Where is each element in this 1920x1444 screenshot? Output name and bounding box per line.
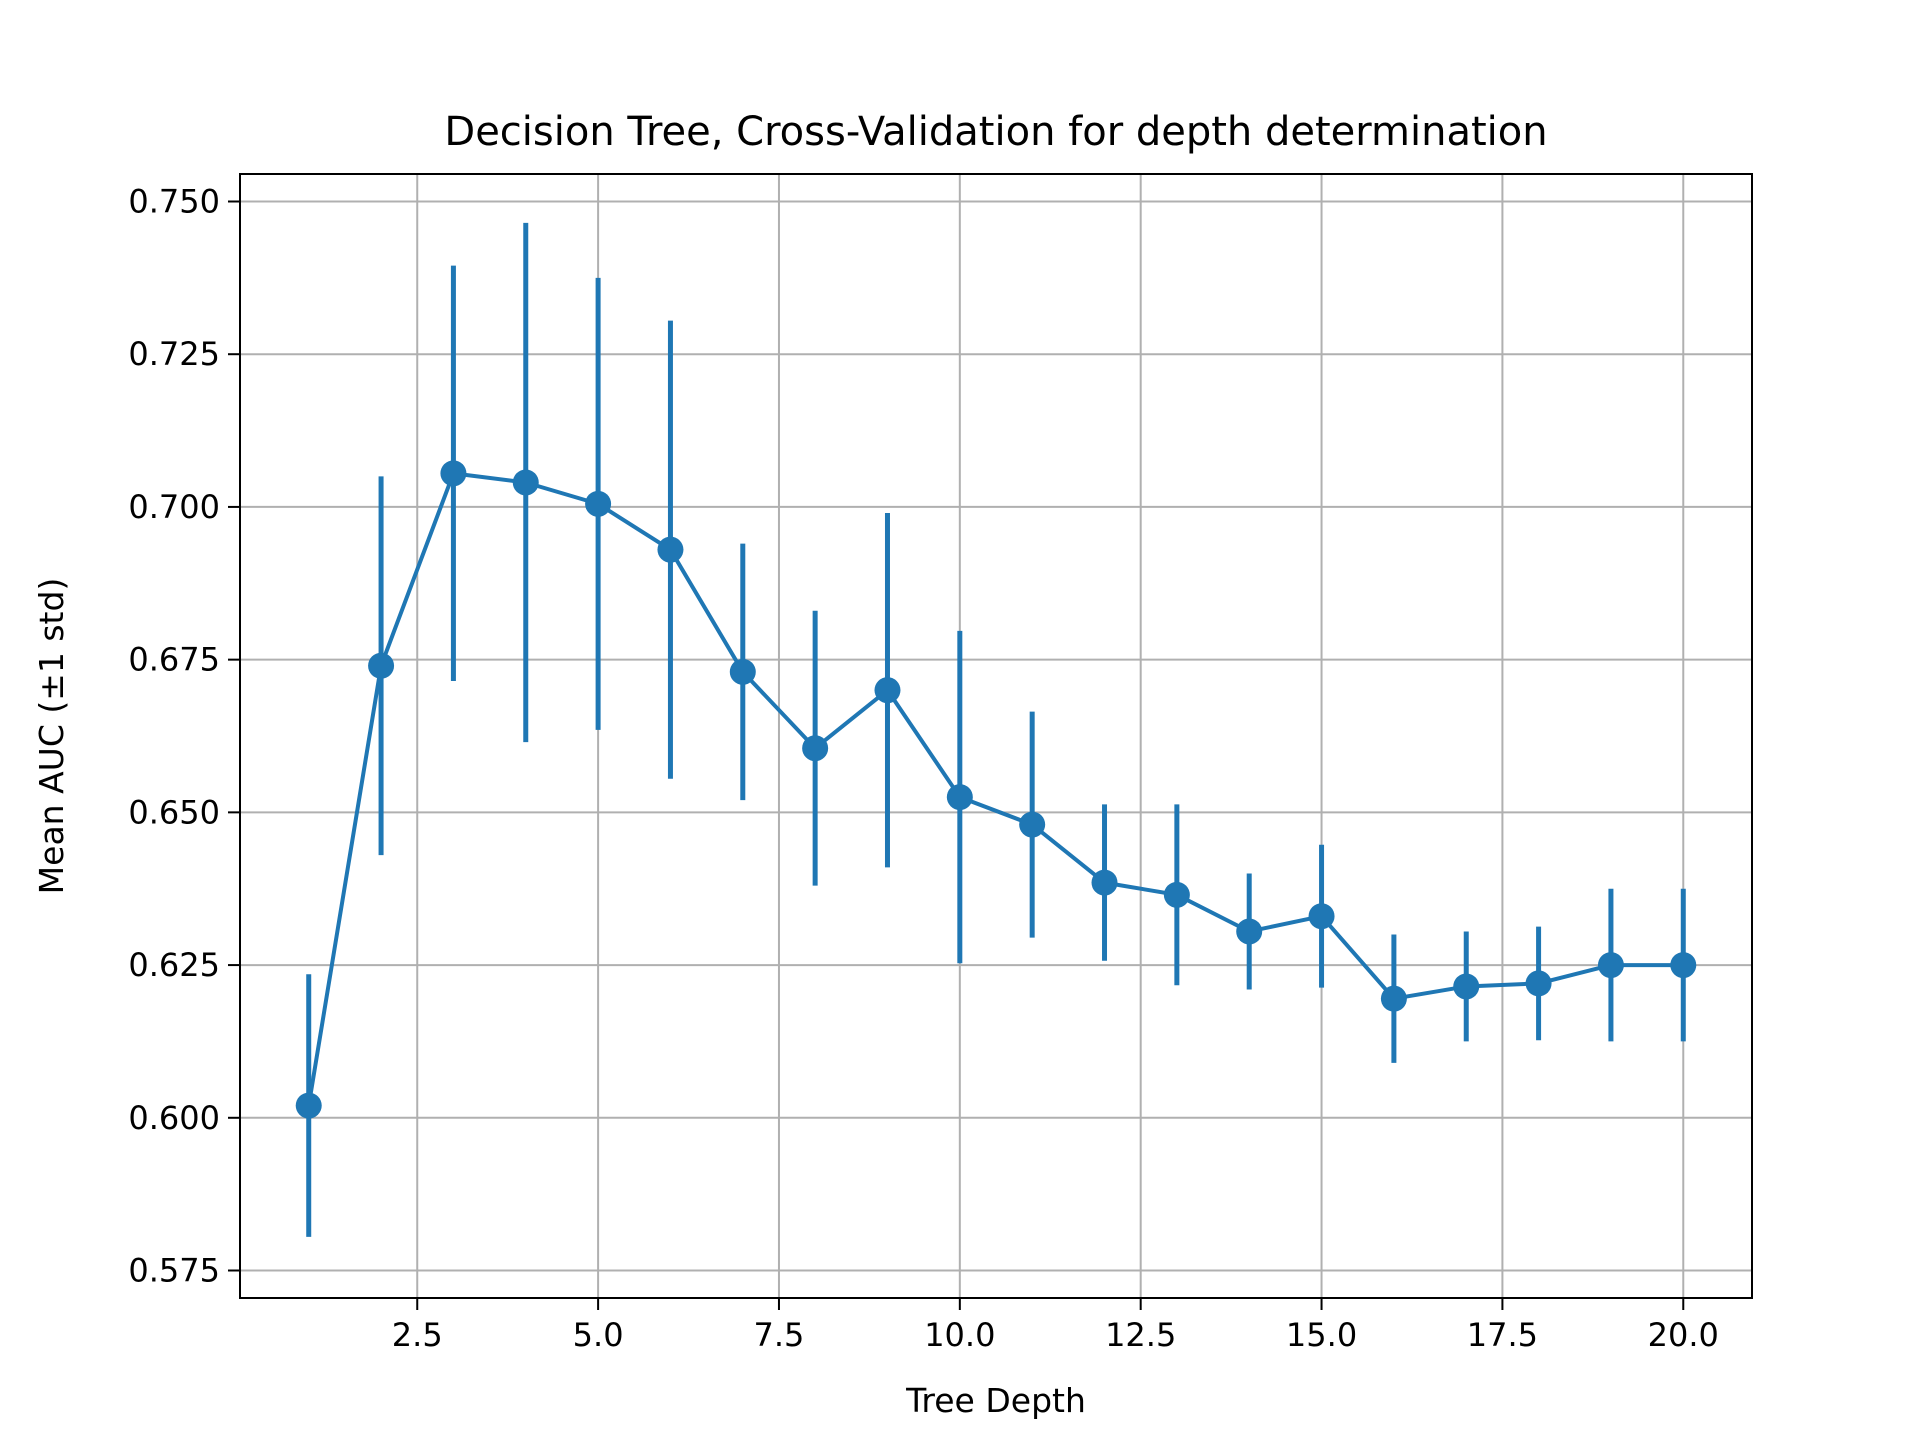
x-axis-label: Tree Depth [905,1381,1086,1420]
x-tick-label: 10.0 [924,1316,995,1354]
data-point [295,1092,322,1119]
data-point [1236,918,1263,945]
data-point [874,677,901,704]
y-tick-label: 0.650 [128,793,220,831]
data-point [512,469,539,496]
data-point [368,652,395,679]
y-axis-label: Mean AUC (±1 std) [32,578,71,895]
y-tick-label: 0.700 [128,488,220,526]
data-point [1670,952,1697,979]
data-point [1453,973,1480,1000]
x-tick-label: 12.5 [1105,1316,1176,1354]
chart-title: Decision Tree, Cross-Validation for dept… [444,109,1547,155]
data-point [1525,970,1552,997]
y-tick-label: 0.675 [128,641,220,679]
data-point [585,490,612,517]
data-point [802,735,829,762]
y-tick-label: 0.725 [128,335,220,373]
grid-layer [240,174,1752,1298]
data-layer [295,222,1697,1237]
data-point [1091,869,1118,896]
data-point [440,460,467,487]
data-point [946,784,973,811]
y-tick-label: 0.750 [128,182,220,220]
y-tick-label: 0.575 [128,1252,220,1290]
x-tick-label: 2.5 [392,1316,443,1354]
x-tick-label: 5.0 [573,1316,624,1354]
plot-frame [239,173,1753,1299]
series-line [306,471,1684,1106]
x-tick-label: 7.5 [754,1316,805,1354]
data-point [1380,985,1407,1012]
x-tick-label: 17.5 [1467,1316,1538,1354]
x-tick-label: 15.0 [1286,1316,1357,1354]
data-point [1163,881,1190,908]
data-point [729,658,756,685]
data-point [657,536,684,563]
data-point [1597,952,1624,979]
tick-layer: 2.5 5.0 7.5 10.0 12.5 15.0 17.5 20.0 0.575 0.600 0… [128,182,1719,1354]
x-tick-label: 20.0 [1648,1316,1719,1354]
y-tick-label: 0.600 [128,1099,220,1137]
data-point [1308,903,1335,930]
y-tick-label: 0.625 [128,946,220,984]
data-point [1019,811,1046,838]
